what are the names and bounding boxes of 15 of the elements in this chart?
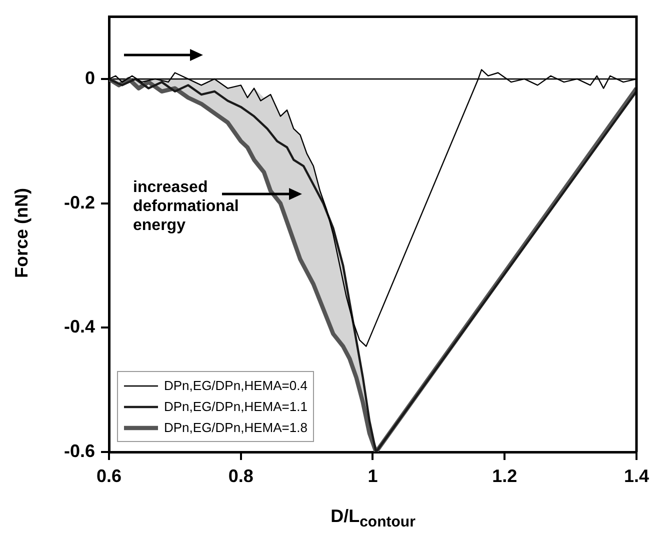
x-tick-label: 1.2 xyxy=(492,466,518,486)
y-tick-label: -0.4 xyxy=(64,316,95,337)
x-tick-label: 1 xyxy=(368,466,378,486)
legend-label: DPn,EG/DPn,HEMA=0.4 xyxy=(164,377,308,395)
y-tick-label: 0 xyxy=(84,68,95,88)
x-tick-label: 1.4 xyxy=(624,466,650,486)
y-tick-label: -0.6 xyxy=(64,440,95,461)
legend-label: DPn,EG/DPn,HEMA=1.8 xyxy=(164,419,308,437)
x-tick-label: 0.8 xyxy=(228,466,254,486)
x-axis-title: D/L$_{contour}$ xyxy=(330,506,416,531)
annotation: increased deformational energy xyxy=(133,178,240,235)
y-tick-label: -0.2 xyxy=(64,192,95,212)
y-axis-title: Force (nN) xyxy=(12,188,32,278)
legend-label: DPn,EG/DPn,HEMA=1.1 xyxy=(164,398,308,416)
x-tick-label: 0.6 xyxy=(96,466,122,486)
